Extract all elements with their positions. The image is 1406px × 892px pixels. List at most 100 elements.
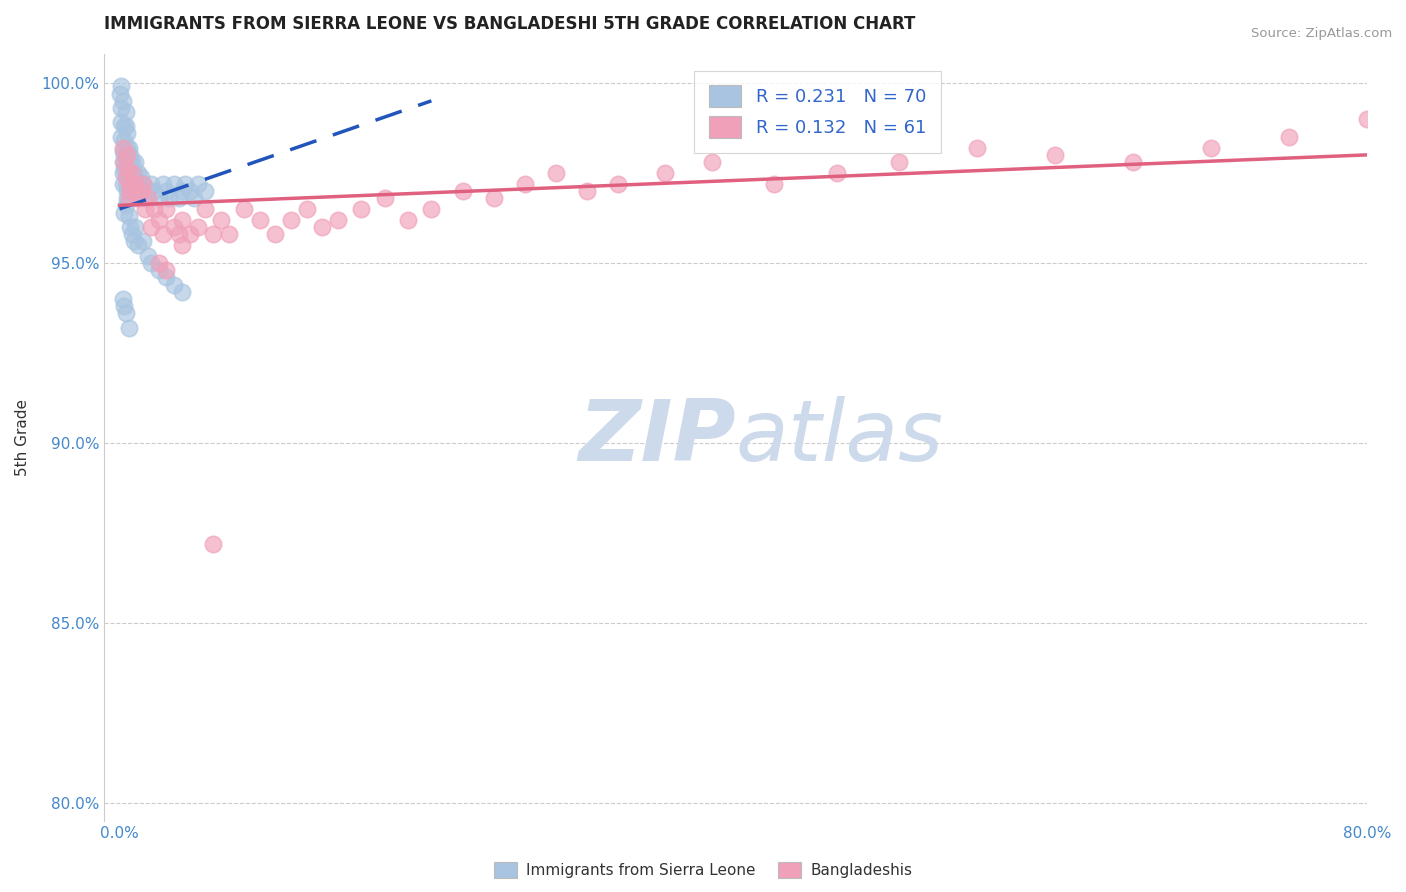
Point (121, 166, 143, 180)
Point (174, 177, 197, 191)
Legend: R = 0.231   N = 70, R = 0.132   N = 61: R = 0.231 N = 70, R = 0.132 N = 61 (695, 70, 941, 153)
Point (128, 184, 150, 198)
Point (134, 191, 156, 205)
Point (118, 321, 141, 335)
Point (1199, 141, 1222, 155)
Point (136, 249, 159, 263)
Point (111, 141, 134, 155)
Point (139, 256, 162, 270)
Point (1278, 129, 1301, 144)
Point (887, 155, 910, 169)
Point (112, 119, 135, 133)
Point (110, 79, 132, 94)
Point (118, 177, 141, 191)
Point (110, 129, 132, 144)
Text: atlas: atlas (735, 396, 943, 479)
Point (136, 191, 159, 205)
Point (110, 115, 132, 129)
Point (396, 212, 419, 227)
Point (264, 227, 287, 242)
Point (122, 166, 145, 180)
Y-axis label: 5th Grade: 5th Grade (15, 400, 30, 476)
Point (186, 177, 208, 191)
Point (167, 227, 190, 242)
Point (159, 191, 181, 205)
Point (120, 184, 142, 198)
Point (186, 219, 208, 234)
Point (118, 191, 141, 205)
Point (114, 306, 136, 320)
Point (139, 219, 162, 234)
Point (170, 212, 193, 227)
Point (148, 256, 170, 270)
Point (155, 184, 177, 198)
Point (110, 101, 132, 115)
Point (142, 202, 165, 216)
Point (295, 202, 318, 216)
Point (179, 227, 201, 242)
Point (112, 162, 135, 177)
Point (148, 212, 170, 227)
Point (163, 177, 186, 191)
Point (111, 94, 134, 108)
Point (163, 277, 186, 292)
Point (155, 202, 177, 216)
Point (124, 177, 146, 191)
Point (112, 148, 135, 162)
Point (280, 212, 302, 227)
Point (183, 191, 205, 205)
Point (114, 119, 136, 133)
Point (179, 184, 201, 198)
Point (576, 184, 599, 198)
Point (112, 299, 135, 313)
Point (374, 191, 396, 205)
Point (170, 184, 193, 198)
Point (114, 169, 136, 184)
Point (607, 177, 630, 191)
Text: Source: ZipAtlas.com: Source: ZipAtlas.com (1251, 27, 1392, 40)
Point (121, 155, 143, 169)
Point (110, 87, 132, 101)
Point (654, 166, 676, 180)
Point (114, 198, 136, 212)
Point (170, 285, 193, 299)
Point (121, 173, 143, 187)
Point (111, 177, 134, 191)
Point (118, 209, 141, 223)
Point (132, 235, 155, 249)
Point (120, 219, 142, 234)
Point (117, 141, 139, 155)
Point (513, 177, 536, 191)
Point (117, 162, 139, 177)
Point (155, 270, 177, 285)
Point (763, 177, 786, 191)
Point (124, 155, 146, 169)
Point (127, 238, 149, 252)
Point (350, 202, 373, 216)
Point (136, 184, 159, 198)
Point (148, 191, 170, 205)
Point (111, 145, 134, 159)
Point (117, 148, 139, 162)
Point (131, 184, 153, 198)
Point (966, 141, 988, 155)
Point (114, 177, 136, 191)
Point (124, 177, 146, 191)
Point (1122, 155, 1144, 169)
Text: ZIP: ZIP (578, 396, 735, 479)
Point (142, 184, 165, 198)
Point (112, 155, 135, 169)
Point (194, 184, 217, 198)
Point (170, 238, 193, 252)
Point (202, 227, 225, 242)
Point (152, 227, 174, 242)
Point (112, 205, 135, 219)
Point (202, 537, 225, 551)
Point (132, 177, 155, 191)
Point (155, 263, 177, 277)
Text: IMMIGRANTS FROM SIERRA LEONE VS BANGLADESHI 5TH GRADE CORRELATION CHART: IMMIGRANTS FROM SIERRA LEONE VS BANGLADE… (104, 15, 915, 33)
Point (111, 166, 134, 180)
Point (131, 169, 153, 184)
Point (148, 263, 170, 277)
Point (112, 133, 135, 147)
